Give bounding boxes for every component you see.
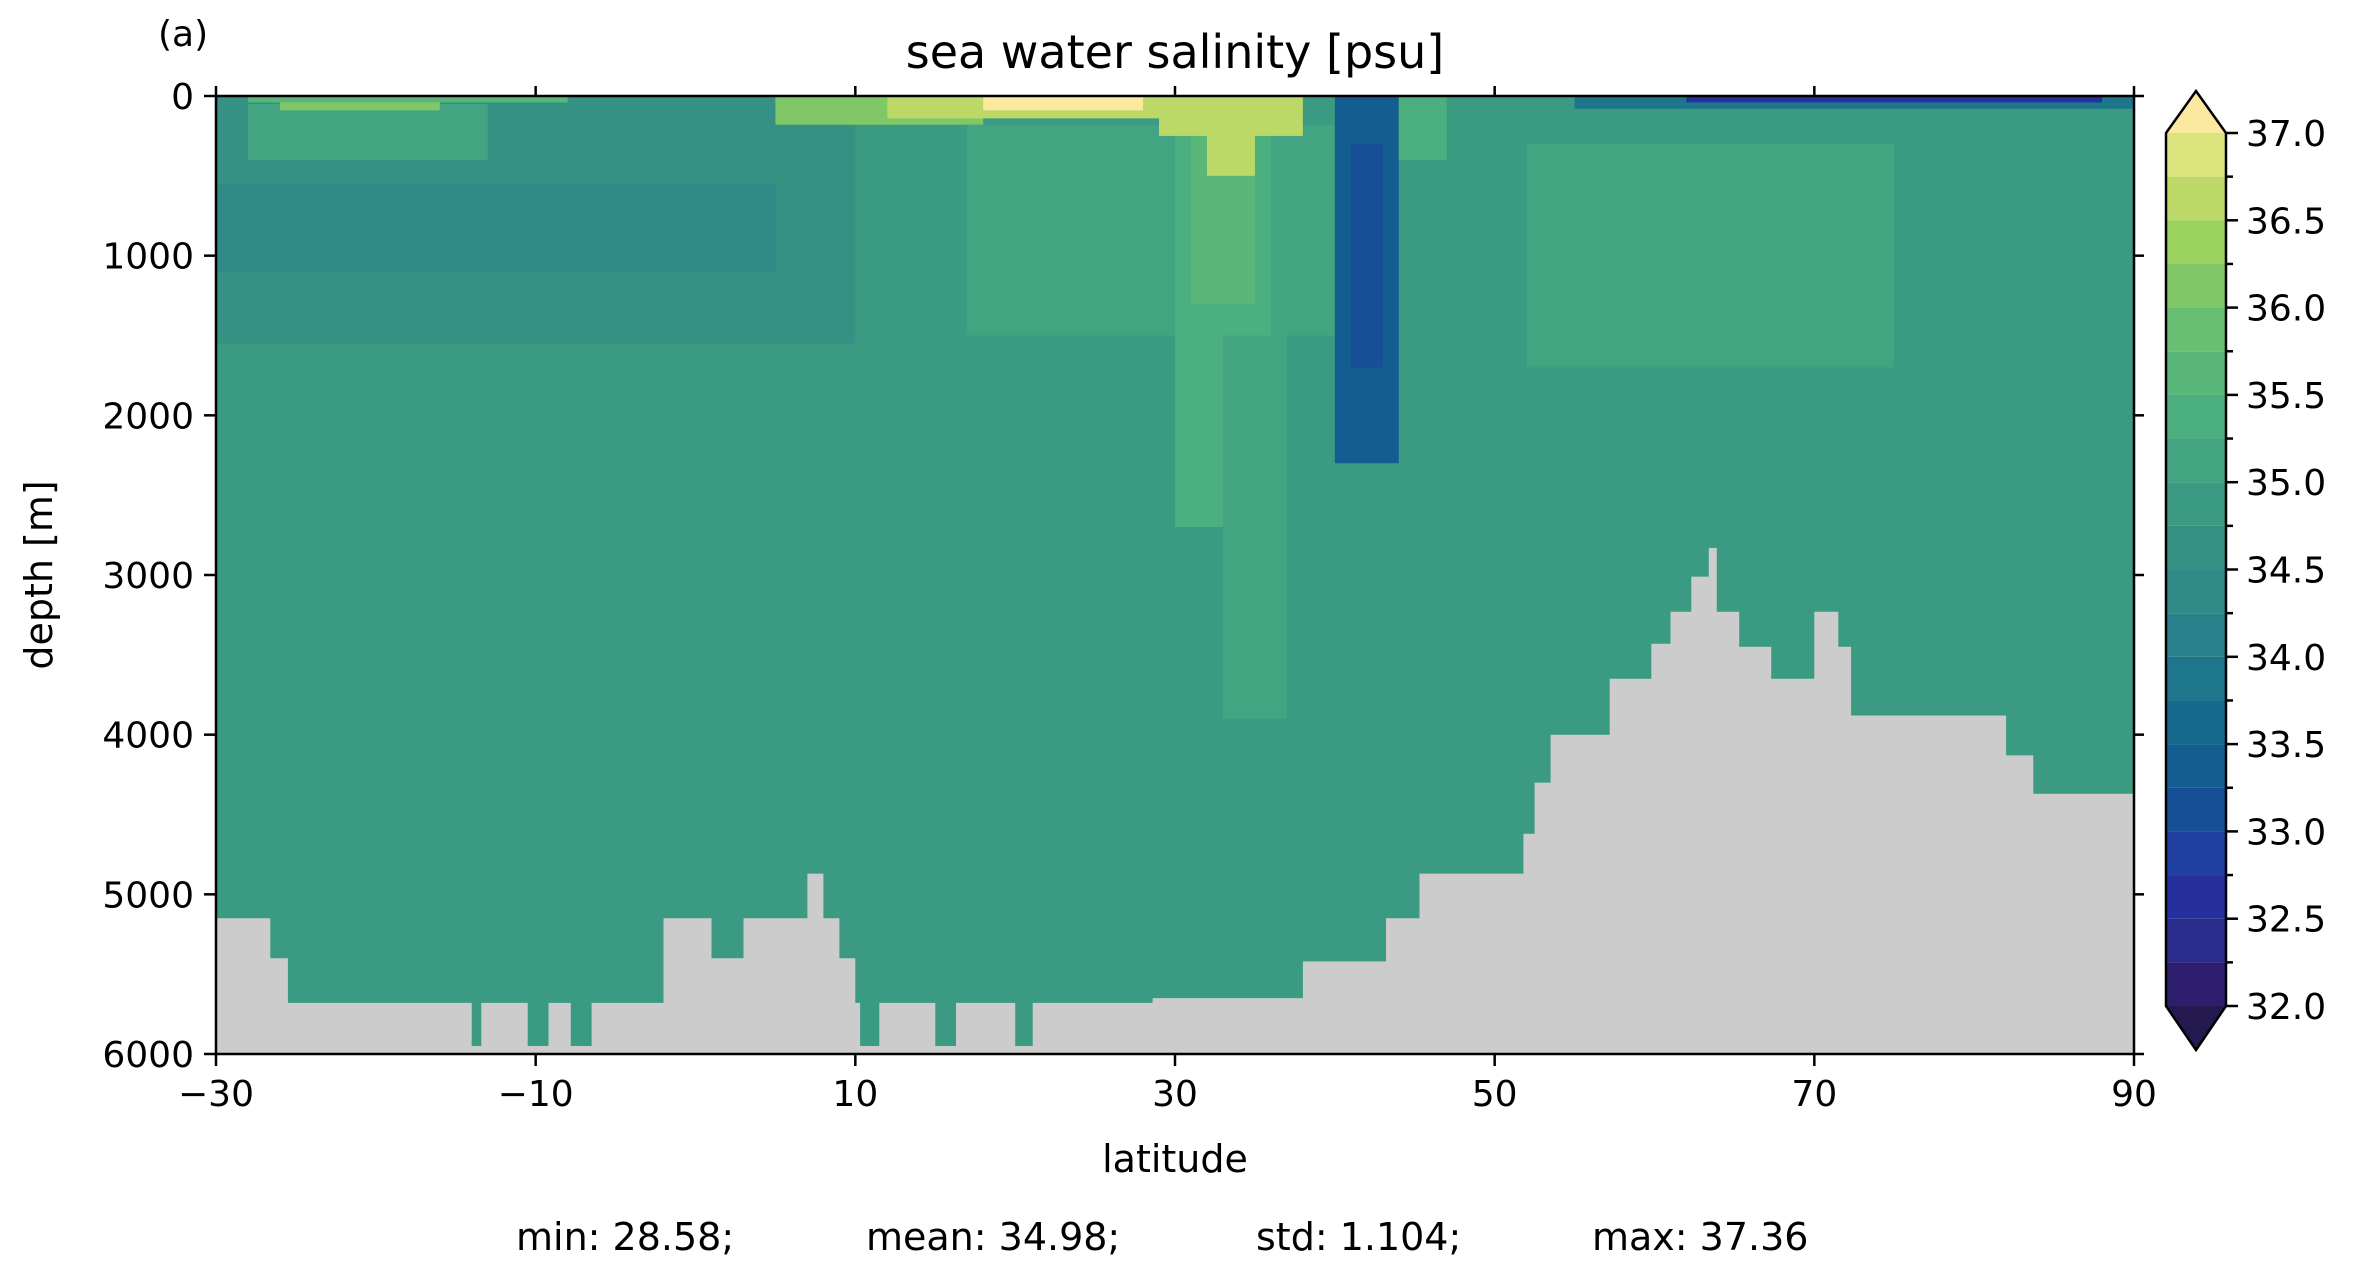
colorbar-extend-low — [2166, 1006, 2226, 1050]
colorbar-band — [2166, 394, 2226, 439]
colorbar-tick-label: 37.0 — [2246, 114, 2326, 155]
colorbar-band — [2166, 133, 2226, 177]
y-tick-label: 5000 — [102, 875, 194, 916]
colorbar-band — [2166, 220, 2226, 264]
colorbar-band — [2166, 525, 2226, 570]
colorbar-band — [2166, 263, 2226, 308]
colorbar: 32.0 32.5 33.0 33.5 34.0 34.5 35.0 35.5 36.0 36.5… — [2164, 88, 2326, 1053]
y-tick-label: 3000 — [102, 556, 194, 597]
colorbar-tick-label: 33.5 — [2246, 725, 2326, 766]
colorbar-tick-label: 35.5 — [2246, 376, 2326, 417]
colorbar-tick-label: 34.5 — [2246, 551, 2326, 592]
salinity-cell — [1350, 143, 1383, 368]
stat-mean: mean: 34.98; — [866, 1215, 1120, 1259]
salinity-cell — [247, 96, 568, 103]
salinity-cell — [247, 103, 488, 160]
salinity-cell — [983, 96, 1144, 111]
panel-label: (a) — [158, 14, 208, 55]
colorbar-extend-high — [2166, 91, 2226, 133]
salinity-cell — [1159, 96, 1303, 136]
colorbar-band — [2166, 875, 2226, 919]
y-tick-label: 2000 — [102, 396, 194, 437]
colorbar-band — [2166, 307, 2226, 352]
salinity-cell — [967, 124, 1335, 336]
y-axis-label: depth [m] — [17, 480, 61, 669]
colorbar-tick-label: 32.0 — [2246, 987, 2326, 1028]
salinity-cell — [1222, 335, 1287, 719]
colorbar-band — [2166, 569, 2226, 614]
colorbar-tick-label: 35.0 — [2246, 463, 2326, 504]
colorbar-band — [2166, 787, 2226, 832]
colorbar-band — [2166, 918, 2226, 963]
stat-std: std: 1.104; — [1256, 1215, 1461, 1259]
x-axis-label: latitude — [1102, 1137, 1248, 1181]
chart-title: sea water salinity [psu] — [906, 25, 1445, 79]
x-tick-label: 70 — [1791, 1074, 1837, 1115]
colorbar-tick-label: 32.5 — [2246, 900, 2326, 941]
bathymetry-land — [216, 547, 2134, 1054]
x-tick-label: −10 — [498, 1074, 574, 1115]
x-tick-label: 10 — [832, 1074, 878, 1115]
colorbar-tick-label: 36.5 — [2246, 201, 2326, 242]
salinity-cell — [1398, 96, 1447, 160]
colorbar-band — [2166, 700, 2226, 745]
stat-max: max: 37.36 — [1592, 1215, 1808, 1259]
x-tick-label: 90 — [2111, 1074, 2157, 1115]
x-axis: −30 −10 10 30 50 70 90 — [178, 86, 2157, 1115]
colorbar-band — [2166, 744, 2226, 788]
colorbar-band — [2166, 962, 2226, 1006]
seafloor-land — [216, 547, 2134, 1054]
x-tick-label: 30 — [1152, 1074, 1198, 1115]
y-tick-label: 0 — [171, 77, 194, 118]
colorbar-band — [2166, 438, 2226, 483]
salinity-cell — [1686, 96, 2103, 103]
y-tick-label: 1000 — [102, 237, 194, 278]
colorbar-band — [2166, 482, 2226, 526]
colorbar-band — [2166, 613, 2226, 657]
colorbar-tick-label: 33.0 — [2246, 812, 2326, 853]
y-tick-label: 6000 — [102, 1035, 194, 1076]
y-axis: 0 1000 2000 3000 4000 5000 6000 — [102, 77, 2144, 1076]
colorbar-band — [2166, 831, 2226, 876]
stat-min: min: 28.58; — [516, 1215, 734, 1259]
x-tick-label: 50 — [1472, 1074, 1518, 1115]
colorbar-band — [2166, 176, 2226, 221]
colorbar-tick-label: 36.0 — [2246, 289, 2326, 330]
colorbar-band — [2166, 351, 2226, 395]
colorbar-tick-label: 34.0 — [2246, 638, 2326, 679]
salinity-cell — [1526, 143, 1895, 368]
y-tick-label: 4000 — [102, 716, 194, 757]
colorbar-band — [2166, 656, 2226, 701]
x-tick-label: −30 — [178, 1074, 254, 1115]
salinity-field — [216, 96, 2134, 1054]
salinity-cell — [216, 183, 776, 272]
